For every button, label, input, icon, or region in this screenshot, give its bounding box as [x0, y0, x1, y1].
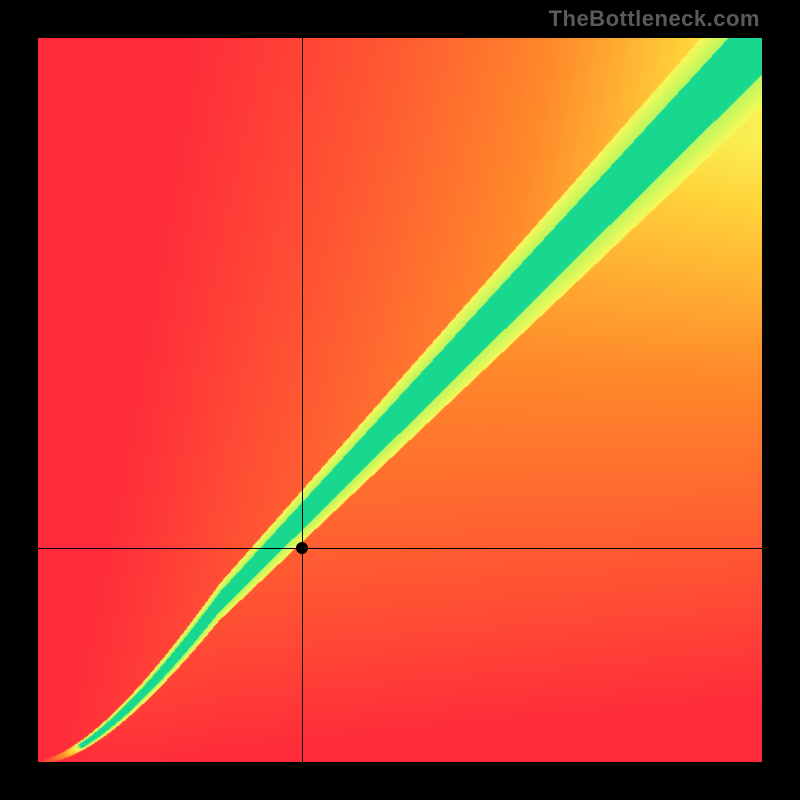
marker-dot	[296, 542, 308, 554]
crosshair-horizontal	[38, 548, 762, 549]
heatmap-canvas	[38, 38, 762, 762]
heatmap-plot	[38, 38, 762, 762]
crosshair-vertical	[302, 38, 303, 762]
watermark-text: TheBottleneck.com	[549, 6, 760, 32]
